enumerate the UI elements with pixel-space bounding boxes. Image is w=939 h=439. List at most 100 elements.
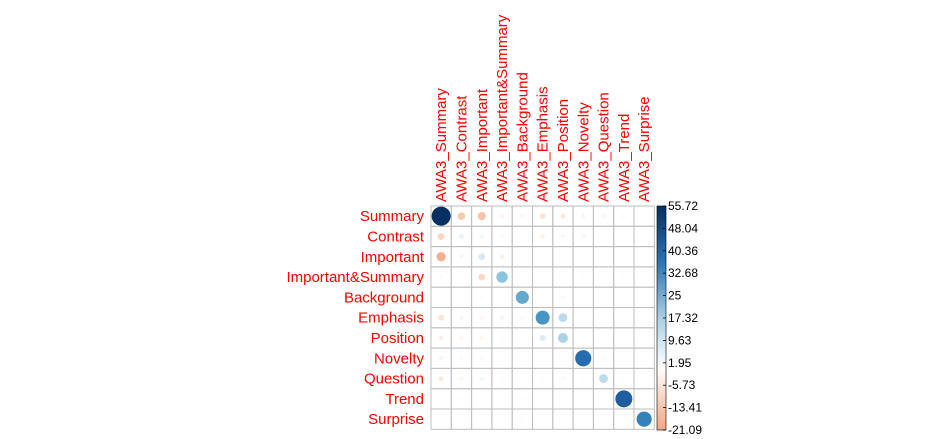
correlation-circle [499, 254, 505, 259]
grid-cell [450, 408, 473, 430]
column-labels: AWA3_Summary AWA3_Contrast AWA3_Important A… [433, 14, 653, 202]
column-label: AWA3_Trend [616, 114, 633, 202]
grid-cell [511, 367, 534, 390]
correlation-circle [499, 335, 505, 341]
correlation-circle [479, 376, 484, 381]
grid-cell [633, 205, 655, 227]
grid-cell [592, 327, 615, 349]
column-label: AWA3_Emphasis [535, 86, 552, 202]
correlation-circle [499, 376, 505, 381]
correlation-circle [535, 310, 550, 325]
row-label: Important [361, 249, 425, 266]
grid-cell [511, 327, 534, 349]
row-label: Surprise [368, 411, 424, 428]
colorbar-tick-label: -5.73 [668, 378, 696, 392]
correlation-circle [479, 295, 484, 300]
colorbar-tick-label: 1.95 [668, 356, 692, 370]
grid-cell [613, 286, 635, 309]
grid-cell [532, 246, 554, 268]
correlation-circle [437, 233, 445, 240]
correlation-circle [459, 315, 464, 320]
colorbar-tick-label: 40.36 [668, 244, 698, 258]
grid-cell [511, 225, 534, 248]
correlation-circle [520, 254, 525, 259]
grid-cell [532, 347, 554, 369]
correlation-circle [621, 356, 627, 361]
grid-cell [430, 408, 452, 430]
column-label: AWA3_Important [474, 88, 491, 202]
row-label: Background [344, 289, 424, 306]
correlation-circle [621, 274, 627, 280]
correlation-circle [575, 350, 592, 367]
correlation-circle [558, 333, 568, 343]
grid-cell [450, 266, 473, 288]
correlation-circle [515, 290, 529, 304]
correlation-circle [558, 313, 568, 323]
correlation-circle [478, 273, 486, 281]
correlation-circle [636, 411, 652, 427]
correlation-circle [459, 356, 464, 361]
grid-cell [633, 266, 655, 288]
correlation-circle [581, 234, 586, 239]
correlation-circle [581, 274, 586, 280]
correlation-circle [459, 376, 464, 381]
grid-cell [471, 408, 493, 430]
grid-cell [633, 367, 655, 390]
grid-cell [572, 408, 594, 430]
correlation-circle [499, 213, 505, 219]
grid-cell [552, 266, 574, 288]
row-label: Position [371, 330, 424, 347]
row-label: Emphasis [358, 310, 424, 327]
column-label: AWA3_Position [555, 99, 572, 202]
correlation-circle [581, 213, 586, 219]
correlation-circle [520, 396, 525, 402]
correlation-circle [520, 416, 525, 422]
grid-cell [592, 388, 615, 410]
grid-cell [592, 225, 615, 248]
grid-cell [532, 388, 554, 410]
grid-cell [552, 408, 574, 430]
correlation-circle [560, 234, 566, 239]
grid-cell [633, 225, 655, 248]
grid-cell [613, 225, 635, 248]
colorbar-tick-label: 48.04 [668, 221, 698, 235]
correlation-circle [499, 315, 505, 320]
column-label: AWA3_Surprise [636, 96, 653, 202]
column-label: AWA3_Background [514, 72, 531, 202]
grid-cell [613, 367, 635, 390]
grid-cell [532, 408, 554, 430]
row-label: Important&Summary [286, 269, 424, 286]
correlation-circle [560, 213, 566, 219]
colorbar-tick-label: 9.63 [668, 333, 692, 347]
correlation-circle [458, 233, 465, 240]
correlation-circle [540, 295, 545, 300]
grid-cell [552, 347, 574, 369]
correlation-circle [539, 213, 546, 220]
colorbar-tick-label: 32.68 [668, 266, 698, 280]
correlation-circle [438, 295, 444, 300]
grid-cell [633, 307, 655, 329]
correlation-circle [560, 376, 566, 381]
correlation-circle [601, 356, 606, 361]
correlation-circle [438, 335, 444, 341]
correlation-circle [479, 315, 484, 320]
correlation-circle [479, 234, 484, 239]
grid-cell [592, 266, 615, 288]
grid-cell [633, 246, 655, 268]
correlation-circle [599, 374, 608, 383]
colorbar-tick-label: -13.41 [668, 401, 702, 415]
correlation-circle [479, 335, 484, 341]
grid-cell [633, 347, 655, 369]
correlation-circle [540, 376, 545, 381]
correlation-circle [601, 213, 606, 219]
correlation-circle [621, 213, 627, 219]
correlation-circle [601, 254, 606, 259]
grid-cell [592, 408, 615, 430]
correlation-circle [615, 390, 633, 408]
grid-cell [511, 347, 534, 369]
grid-cell [572, 286, 594, 309]
row-labels: Summary Contrast Important Important&Summar… [286, 208, 424, 428]
grid-cell [592, 307, 615, 329]
correlation-circle [438, 274, 444, 280]
